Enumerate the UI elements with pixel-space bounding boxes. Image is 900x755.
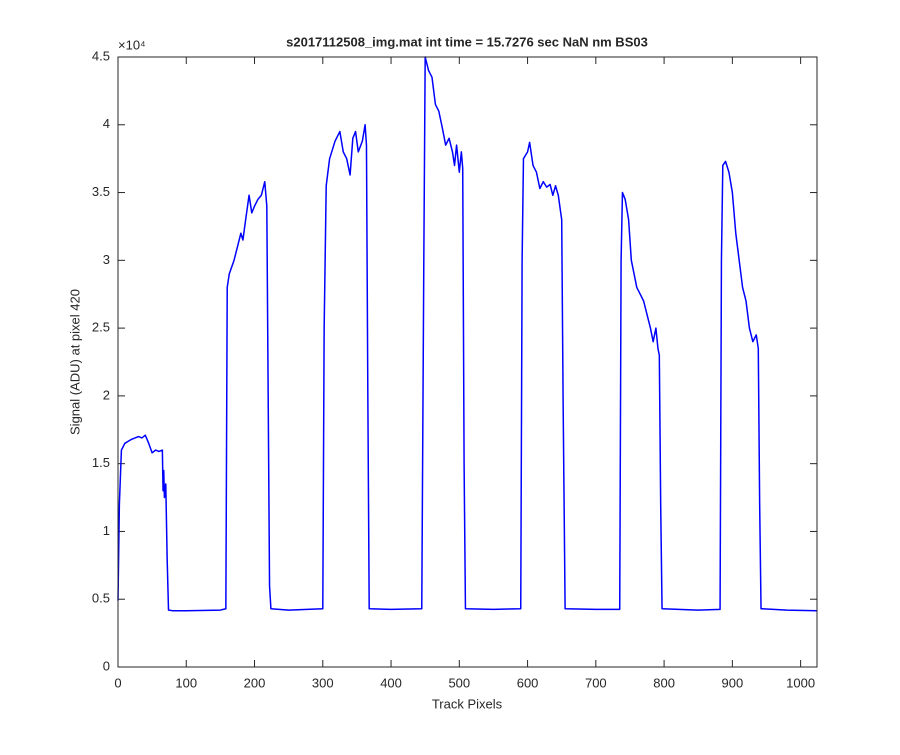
- y-tick-label: 4: [103, 116, 110, 131]
- x-tick-label: 900: [722, 675, 744, 690]
- y-tick-label: 0: [103, 658, 110, 673]
- plot-area: [118, 57, 817, 667]
- x-tick-label: 300: [312, 675, 334, 690]
- y-tick-label: 4.5: [92, 48, 110, 63]
- y-tick-label: 0.5: [92, 591, 110, 606]
- y-tick-label: 3.5: [92, 184, 110, 199]
- x-tick-label: 200: [244, 675, 266, 690]
- data-line: [117, 56, 818, 612]
- y-tick-label: 2: [103, 387, 110, 402]
- x-tick-label: 100: [175, 675, 197, 690]
- y-tick-label: 2.5: [92, 320, 110, 335]
- x-tick-label: 0: [114, 675, 121, 690]
- x-tick-label: 500: [448, 675, 470, 690]
- y-tick-label: 3: [103, 252, 110, 267]
- y-tick-label: 1: [103, 523, 110, 538]
- y-tick-label: 1.5: [92, 455, 110, 470]
- x-axis-label: Track Pixels: [432, 696, 503, 711]
- x-tick-label: 600: [517, 675, 539, 690]
- x-tick-label: 400: [380, 675, 402, 690]
- y-multiplier: ×10⁴: [118, 37, 146, 52]
- x-tick-label: 700: [585, 675, 607, 690]
- chart-title: s2017112508_img.mat int time = 15.7276 s…: [286, 34, 648, 49]
- x-tick-label: 800: [653, 675, 675, 690]
- axes-box: [117, 56, 818, 668]
- y-axis-label: Signal (ADU) at pixel 420: [67, 289, 82, 435]
- x-tick-label: 1000: [786, 675, 815, 690]
